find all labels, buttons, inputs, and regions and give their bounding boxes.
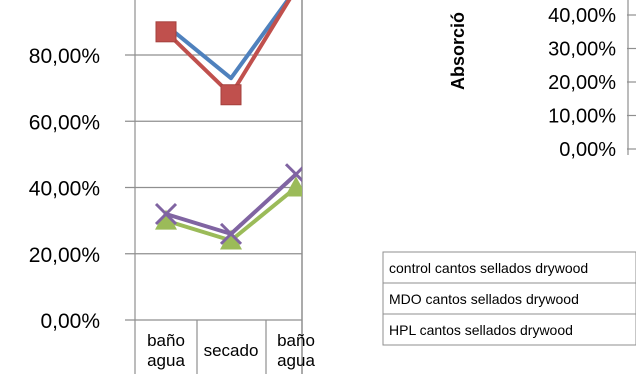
left-plot-area: 0,00%20,00%40,00%60,00%80,00% baño aguase… bbox=[29, 0, 315, 374]
right-y-tick-label: 10,00% bbox=[548, 106, 616, 128]
left-y-tick-label: 80,00% bbox=[29, 45, 100, 68]
left-series-line bbox=[164, 0, 291, 81]
right-chart: Absorció 0,00% 10,00% 20,00% 30,00% 40,00% c… bbox=[382, 0, 636, 346]
left-series-marker-triangle bbox=[155, 209, 177, 230]
left-x-tick-label: baño agua bbox=[277, 331, 315, 370]
legend-entry: MDO cantos sellados drywood bbox=[389, 291, 579, 307]
left-series-group bbox=[154, 163, 302, 245]
left-gridlines bbox=[125, 0, 302, 374]
left-y-tick-label: 0,00% bbox=[40, 310, 100, 333]
left-y-axis-ticks: 0,00% 20,00% 40,00% 60,00% 80,00% bbox=[29, 45, 100, 333]
left-series-group bbox=[155, 0, 292, 106]
right-y-axis-ticks: 0,00% 10,00% 20,00% 30,00% 40,00% bbox=[548, 0, 636, 161]
right-y-tick-label: 20,00% bbox=[548, 72, 616, 94]
left-series-marker-x bbox=[219, 222, 243, 245]
left-x-tick-label-line: baño bbox=[277, 331, 315, 350]
left-x-tick-label-line: secado bbox=[204, 341, 259, 360]
right-y-axis-title: Absorció bbox=[448, 12, 468, 90]
left-series-marker-square bbox=[220, 84, 242, 106]
left-series-marker-triangle bbox=[285, 176, 302, 197]
left-x-tick-label: baño agua bbox=[147, 331, 185, 370]
right-y-tick-label: 30,00% bbox=[548, 39, 616, 61]
legend-entry: control cantos sellados drywood bbox=[389, 260, 588, 276]
left-series-marker-triangle bbox=[220, 229, 242, 250]
right-y-tick-label: 0,00% bbox=[559, 139, 616, 161]
left-y-tick-label: 60,00% bbox=[29, 111, 100, 134]
legend-entry: HPL cantos sellados drywood bbox=[389, 322, 573, 338]
left-y-tick-label: 20,00% bbox=[29, 244, 100, 267]
left-series-group bbox=[155, 176, 302, 250]
left-series-marker-x bbox=[154, 202, 178, 226]
right-y-tick-label: 40,00% bbox=[548, 5, 616, 27]
legend-box bbox=[382, 251, 636, 346]
left-series-layer bbox=[154, 0, 302, 250]
left-series-marker-square bbox=[155, 21, 177, 43]
left-series-marker-x bbox=[284, 166, 302, 186]
left-x-tick-label-line: agua bbox=[147, 351, 185, 370]
left-x-tick-label: secado bbox=[204, 341, 259, 360]
left-x-tick-label-line: baño bbox=[147, 331, 185, 350]
left-series-group bbox=[164, 0, 291, 81]
right-legend: control cantos sellados drywood MDO canto… bbox=[382, 251, 636, 346]
left-y-tick-label: 40,00% bbox=[29, 178, 100, 201]
left-x-tick-label-line: agua bbox=[277, 351, 315, 370]
